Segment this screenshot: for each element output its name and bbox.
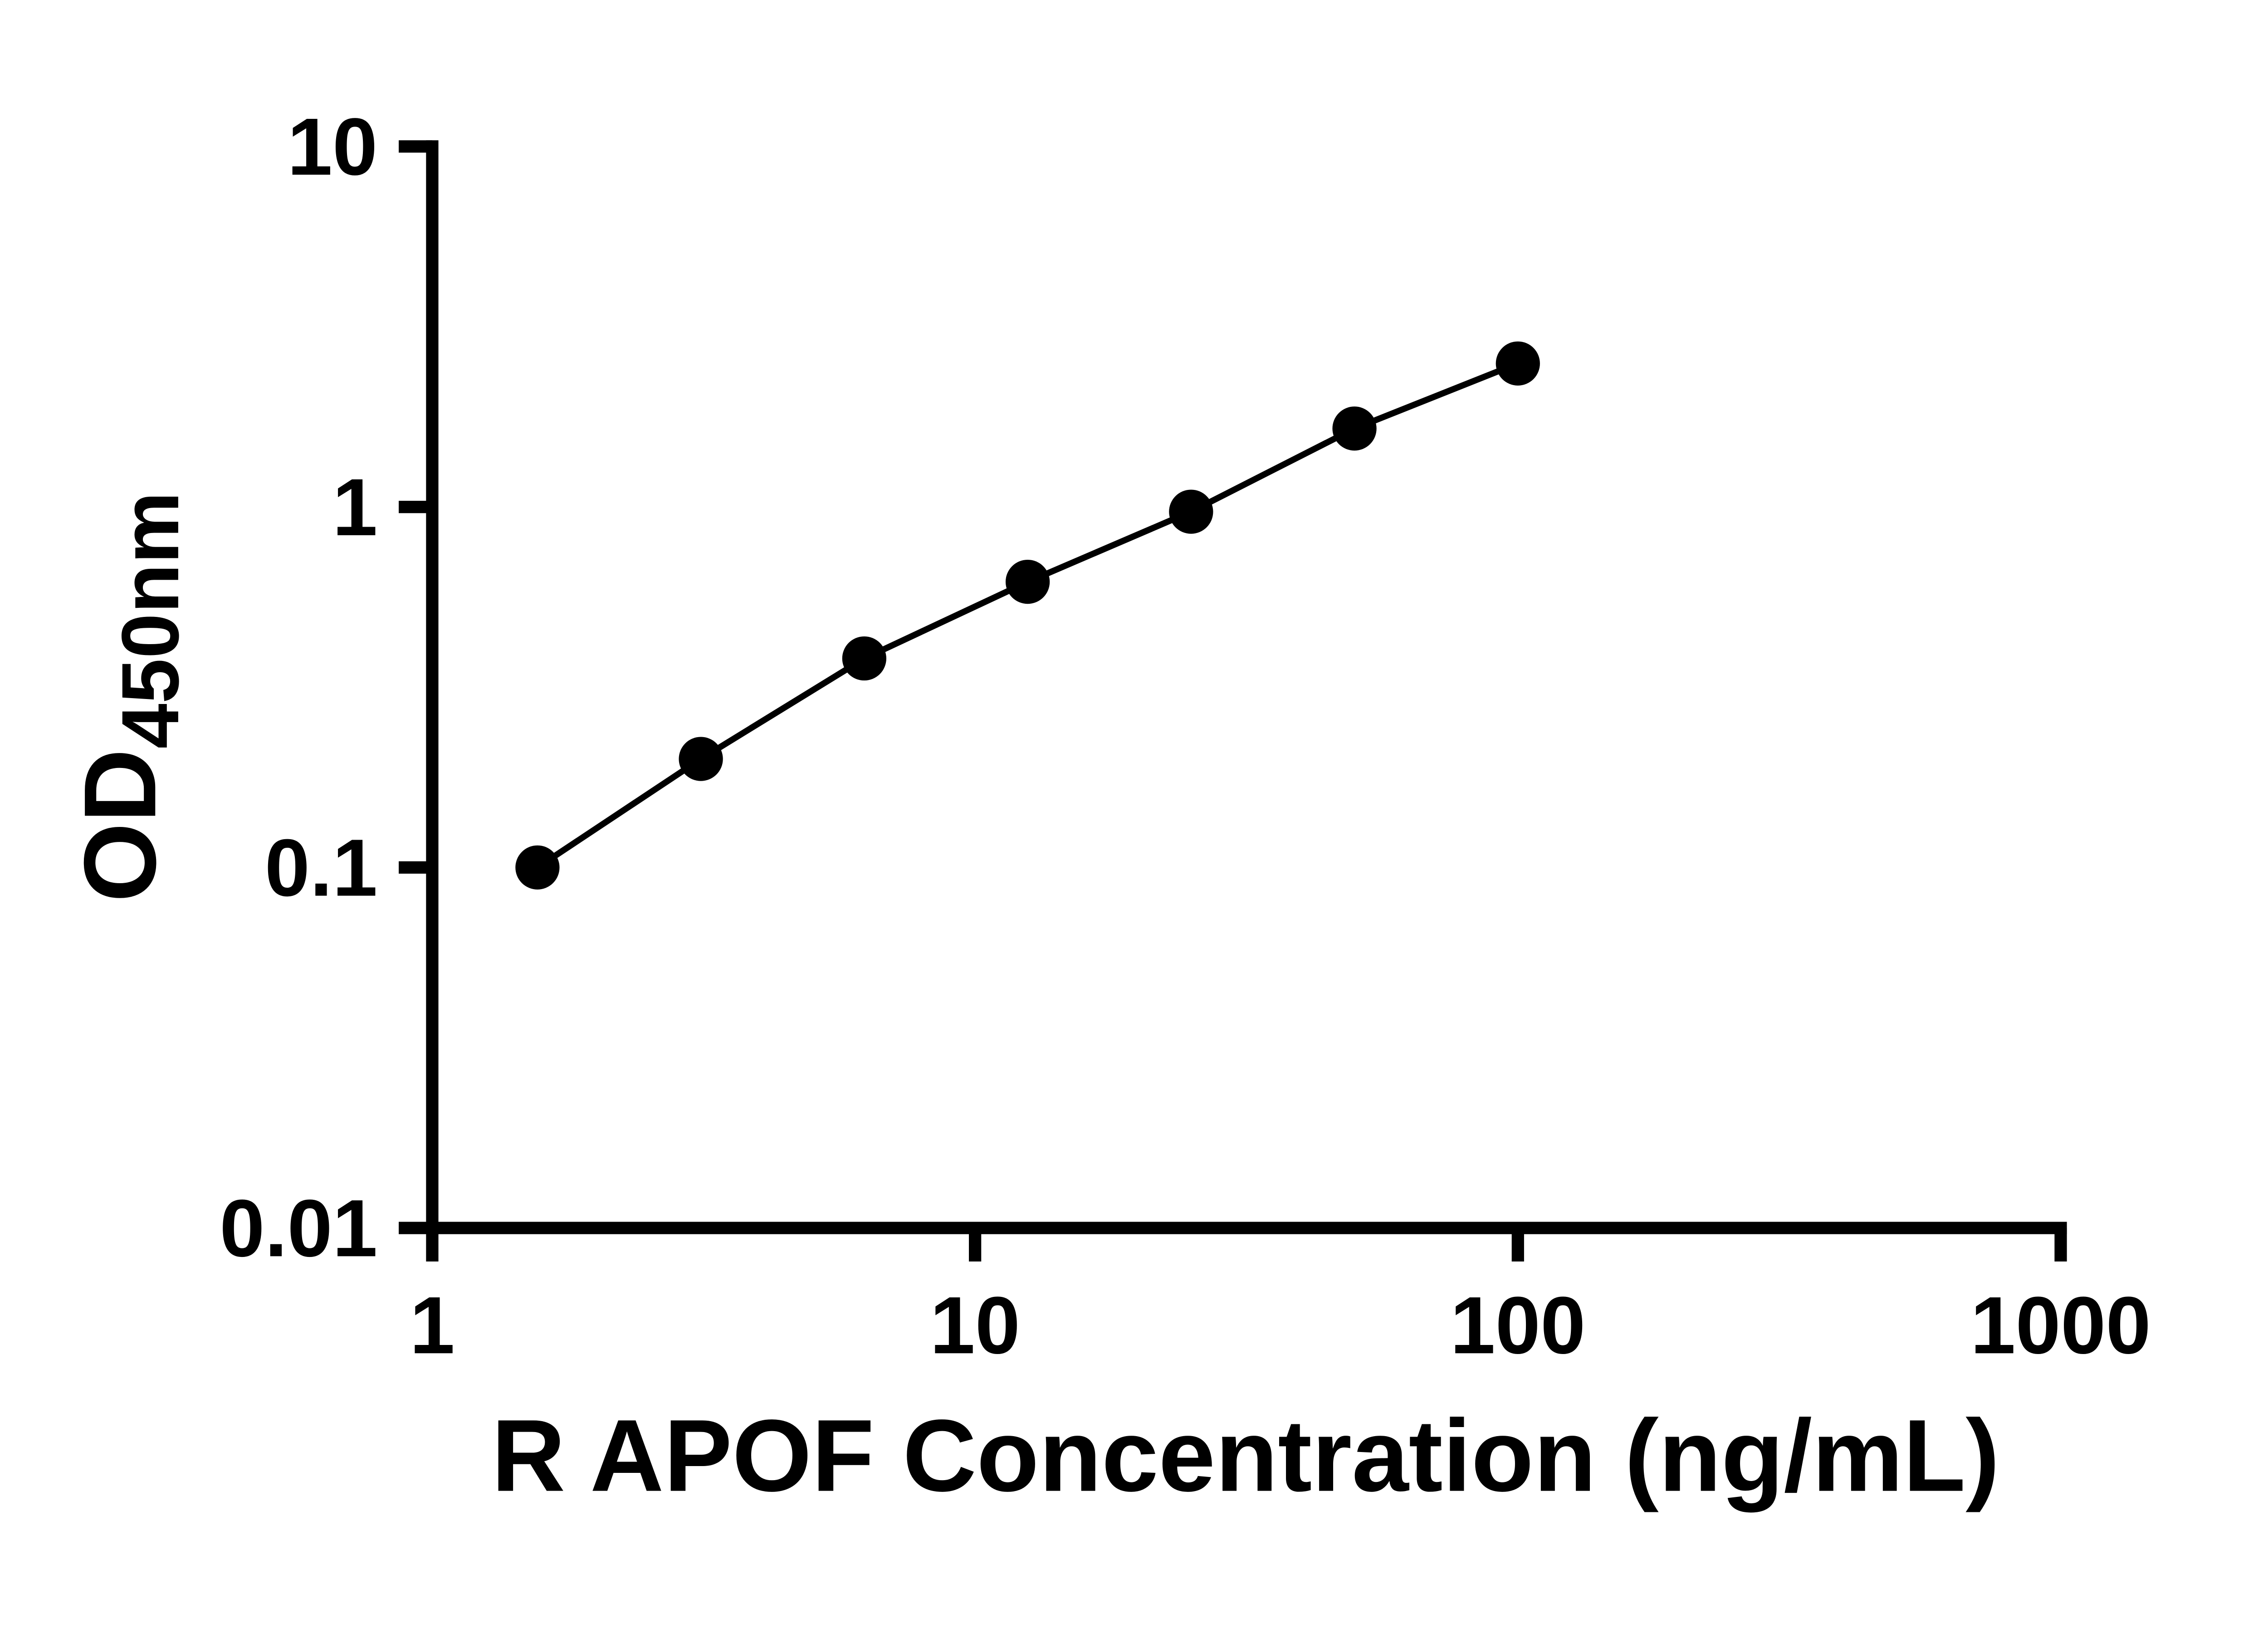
standard-curve-chart: 1 10 100 1000 0.01 0.1 1 10 R APOF Concentratio… bbox=[63, 101, 2151, 1513]
y-tick-label: 1 bbox=[332, 462, 377, 552]
data-point bbox=[842, 636, 886, 681]
plot-layer: 1 10 100 1000 0.01 0.1 1 10 bbox=[220, 101, 2151, 1370]
data-point bbox=[1005, 559, 1050, 604]
x-tick-label: 1000 bbox=[1970, 1280, 2151, 1370]
x-axis-title: R APOF Concentration (ng/mL) bbox=[492, 1398, 2000, 1513]
data-point bbox=[1332, 406, 1377, 451]
y-tick-label: 10 bbox=[287, 101, 377, 192]
x-tick-label: 1 bbox=[410, 1280, 455, 1370]
y-axis-title-subscript: 450nm bbox=[105, 492, 196, 749]
y-axis-title-main: OD bbox=[63, 749, 177, 902]
chart-container: 1 10 100 1000 0.01 0.1 1 10 R APOF Concentratio… bbox=[63, 101, 2151, 1513]
y-tick-label: 0.01 bbox=[220, 1183, 377, 1273]
data-point bbox=[1169, 489, 1213, 534]
data-point bbox=[1496, 341, 1540, 386]
y-axis-title: OD450nm bbox=[63, 492, 196, 902]
data-point bbox=[515, 845, 560, 890]
y-tick-label: 0.1 bbox=[265, 822, 378, 913]
x-tick-label: 10 bbox=[930, 1280, 1020, 1370]
data-point bbox=[679, 737, 723, 781]
x-tick-label: 100 bbox=[1450, 1280, 1585, 1370]
